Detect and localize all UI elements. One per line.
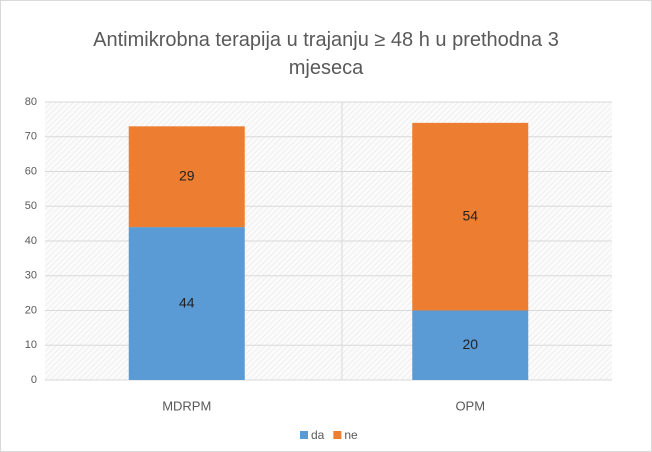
x-tick-label: OPM: [455, 398, 485, 413]
bar-segment: [128, 227, 245, 380]
data-label: 54: [462, 207, 478, 223]
y-tick-label: 60: [25, 165, 37, 177]
legend-swatch: [333, 431, 342, 439]
y-tick-label: 70: [25, 131, 37, 143]
y-tick-label: 80: [25, 96, 37, 108]
legend-label: ne: [344, 428, 358, 442]
y-tick-label: 30: [25, 270, 37, 282]
legend-label: da: [311, 428, 325, 442]
y-tick-label: 40: [25, 235, 37, 247]
data-label: 29: [179, 167, 195, 183]
y-tick-label: 20: [25, 304, 37, 316]
data-label: 20: [462, 336, 478, 352]
data-label: 44: [179, 294, 195, 310]
bar-segment: [412, 122, 529, 311]
y-tick-label: 50: [25, 200, 37, 212]
bar-segment: [128, 126, 245, 228]
x-tick-label: MDRPM: [162, 398, 211, 413]
bar-segment: [412, 310, 529, 380]
y-tick-label: 10: [25, 339, 37, 351]
y-tick-label: 0: [31, 374, 37, 386]
chart-title: Antimikrobna terapija u trajanju ≥ 48 h …: [93, 29, 559, 79]
legend-swatch: [300, 431, 308, 439]
